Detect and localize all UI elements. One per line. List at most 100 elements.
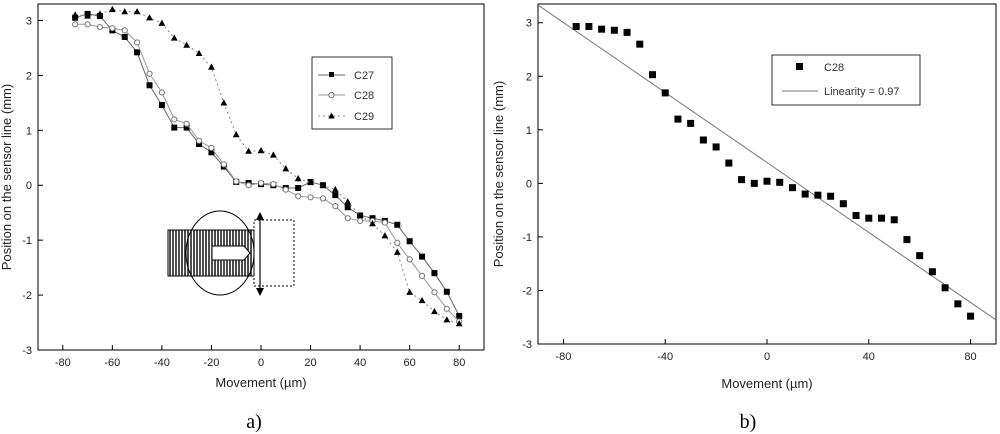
- panel-b-series-c28-point-29: [941, 284, 949, 292]
- sensor-highlight-circle: [185, 210, 255, 296]
- panel-a-series-c28-point-16: [270, 181, 277, 188]
- panel-a-series-c28-point-30: [443, 305, 450, 312]
- panel-a-series-c27: [72, 10, 463, 319]
- panel-b-series-c28-point-20: [827, 192, 835, 200]
- panel-b-series-c28-point-30: [954, 300, 962, 308]
- panel-a-x-tick-label: -80: [55, 357, 71, 369]
- panel-a-series-c28-point-2: [96, 23, 104, 31]
- arrow-up-icon: [256, 212, 264, 220]
- legend-a-label-c28: C28: [354, 90, 374, 102]
- panel-b-y-tick-label: 3: [526, 18, 532, 30]
- panel-a-series-c28-point-23: [357, 217, 364, 225]
- panel-a-series-c28-point-4: [121, 27, 128, 34]
- panel-b-series-c28-point-25: [890, 216, 898, 224]
- panel-a-series-c27-point-31: [456, 312, 463, 319]
- panel-a-series-c29-point-29: [431, 307, 438, 315]
- legend-b-marker-c28: [796, 63, 803, 70]
- legend-a-marker-c27: [329, 72, 334, 77]
- panel-a-series-c29-line: [75, 8, 460, 325]
- panel-b-series-c28-point-26: [903, 236, 911, 244]
- panel-a-series-c29-point-13: [232, 131, 240, 138]
- panel-a-series-c29-point-1: [84, 12, 91, 19]
- panel-a-y-tick-label: 3: [26, 15, 32, 27]
- sensor-stripes: [169, 230, 252, 276]
- panel-b-series-c28-point-10: [699, 136, 707, 144]
- panel-b-x-tick-label: -80: [555, 351, 571, 363]
- panel-a-x-tick-label: -40: [154, 357, 170, 369]
- panel-a-series-c29-point-25: [381, 232, 389, 239]
- panel-a-series-c29-point-19: [307, 178, 314, 186]
- panel-a-y-tick-label: -3: [22, 345, 32, 357]
- panel-a-series-c27-point-27: [406, 238, 413, 245]
- panel-b-series-c28-point-24: [878, 214, 885, 222]
- panel-b-x-tick-label: 40: [863, 351, 875, 363]
- panel-a-series-c28-point-18: [295, 193, 302, 200]
- panel-a-series-c29-point-12: [220, 99, 228, 106]
- panel-b-series-c28-point-2: [598, 25, 606, 33]
- legend-a-marker-c29: [328, 112, 335, 119]
- legend-a-label-c29: C29: [354, 111, 374, 123]
- panel-a-x-tick-label: 0: [258, 357, 264, 369]
- panel-b-series-c28-point-13: [738, 176, 746, 184]
- panel-a-series-c29-point-17: [282, 165, 290, 172]
- panel-a-series-c29-point-23: [356, 211, 364, 219]
- panel-b-series-c28-point-0: [572, 22, 580, 30]
- panel-a-plot-frame: [37, 3, 485, 351]
- panel-a-series-c29-point-15: [257, 147, 265, 154]
- panel-a-series-c28-point-15: [257, 179, 265, 187]
- panel-a-x-tick-label: 80: [453, 357, 465, 369]
- panel-a-series-c28-point-22: [344, 215, 351, 222]
- panel-a-series-c28-point-6: [146, 70, 153, 77]
- panel-a-series-c27-line: [75, 13, 460, 317]
- panel-b-x-tick-label: 0: [764, 351, 770, 363]
- panel-a-series-c29-point-10: [195, 49, 203, 57]
- panel-a-series-c29-point-20: [319, 181, 327, 188]
- panel-b-legend: C28 Linearity = 0.97: [771, 54, 921, 106]
- panel-b-series-c28-point-23: [865, 214, 873, 222]
- panel-a-series-c28-point-25: [381, 219, 388, 226]
- panel-a-series-c28-point-27: [406, 256, 413, 263]
- panel-a-series-c29-point-7: [158, 19, 166, 26]
- legend-a-box: [311, 56, 393, 130]
- panel-b-y-tick-label: -1: [522, 232, 532, 244]
- panel-b-series-c28-point-15: [763, 177, 771, 185]
- panel-a-series-c28-point-10: [195, 137, 203, 144]
- panel-a-series-c28-point-26: [394, 239, 401, 247]
- panel-a-x-tick-label: 20: [304, 357, 316, 369]
- panel-a-series-c28-point-13: [233, 178, 240, 185]
- panel-b-y-tick-label: -3: [522, 339, 532, 351]
- panel-a-series-c27-point-6: [146, 82, 153, 89]
- panel-a-series-c28-point-29: [431, 289, 438, 296]
- panel-b-series-c28-point-6: [649, 71, 656, 79]
- panel-a-series-c27-point-22: [344, 204, 351, 211]
- panel-b-series-c28-point-7: [661, 89, 669, 97]
- panel-b-series-c28-point-8: [674, 115, 682, 123]
- panel-a-series-c28-point-12: [220, 161, 227, 168]
- panel-a-series-c28-point-14: [245, 182, 252, 189]
- panel-a-series-c29-point-16: [269, 151, 277, 158]
- legend-b-label-c28: C28: [824, 62, 844, 74]
- panel-a-series-c28-point-8: [171, 116, 178, 123]
- panel-a-series-c29-point-24: [369, 220, 376, 227]
- panel-b-y-axis-title: Position on the sensor line (mm): [491, 81, 506, 267]
- panel-b-series-c28-point-5: [636, 40, 644, 48]
- panel-a-series-c28-point-1: [84, 21, 91, 28]
- panel-a-series-c28-point-0: [72, 21, 79, 28]
- panel-a-series-c29-point-3: [108, 5, 116, 13]
- panel-b-linear-fit-line: [537, 4, 997, 321]
- panel-a-series-c29-point-2: [96, 10, 104, 17]
- panel-a-x-tick-label: 40: [354, 357, 366, 369]
- arrow-down-icon: [256, 288, 264, 296]
- panel-b-series-c28-point-14: [750, 179, 758, 187]
- panel-a-series-c29-point-0: [71, 11, 79, 18]
- panel-a-series-c29-point-4: [121, 8, 129, 15]
- panel-a-series-c27-point-21: [332, 192, 339, 199]
- panel-a-series-c29-point-30: [443, 316, 451, 323]
- panel-b-x-tick-label: -40: [657, 351, 673, 363]
- panel-a-series-c27-point-4: [121, 33, 128, 40]
- panel-a-legend: C27 C28 C29: [311, 56, 393, 130]
- panel-a-series-c28-point-7: [158, 89, 165, 96]
- panel-a-series-c29-point-26: [393, 248, 401, 255]
- panel-b-series-c28-point-28: [928, 268, 936, 276]
